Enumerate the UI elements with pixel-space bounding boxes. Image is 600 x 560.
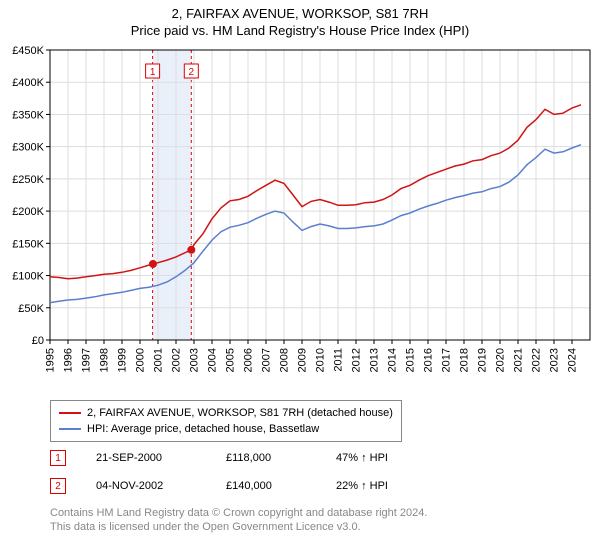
svg-text:£300K: £300K	[12, 142, 44, 154]
svg-text:£100K: £100K	[12, 271, 44, 283]
svg-text:2006: 2006	[242, 348, 254, 372]
svg-text:2009: 2009	[296, 348, 308, 372]
sale-row: 1 21-SEP-2000 £118,000 47% ↑ HPI	[50, 444, 416, 472]
sale-row: 2 04-NOV-2002 £140,000 22% ↑ HPI	[50, 472, 416, 500]
chart-area: £0 £50K £100K £150K £200K £250K £300K £350K £400…	[0, 45, 600, 395]
legend-label: HPI: Average price, detached house, Bass…	[87, 423, 319, 435]
svg-text:2007: 2007	[260, 348, 272, 372]
svg-text:2012: 2012	[350, 348, 362, 372]
chart-title-subtitle: Price paid vs. HM Land Registry's House …	[0, 23, 600, 38]
sale-pct-vs-hpi: 47% ↑ HPI	[336, 452, 416, 464]
svg-text:2014: 2014	[386, 348, 398, 372]
chart-title-address: 2, FAIRFAX AVENUE, WORKSOP, S81 7RH	[0, 6, 600, 21]
svg-text:£350K: £350K	[12, 109, 44, 121]
footer-line: Contains HM Land Registry data © Crown c…	[50, 506, 427, 520]
sale-date: 04-NOV-2002	[96, 480, 196, 492]
sale-price: £140,000	[226, 480, 306, 492]
svg-text:2010: 2010	[314, 348, 326, 372]
svg-text:£50K: £50K	[18, 303, 44, 315]
svg-text:£250K: £250K	[12, 174, 44, 186]
svg-text:2: 2	[189, 67, 195, 78]
svg-text:2022: 2022	[530, 348, 542, 372]
svg-text:2021: 2021	[512, 348, 524, 372]
legend-swatch-hpi	[59, 428, 81, 430]
attribution-footer: Contains HM Land Registry data © Crown c…	[50, 506, 427, 535]
sale-badge-icon: 2	[50, 478, 66, 494]
svg-text:2003: 2003	[188, 348, 200, 372]
svg-text:£150K: £150K	[12, 238, 44, 250]
svg-text:1996: 1996	[62, 348, 74, 372]
svg-text:1997: 1997	[80, 348, 92, 372]
svg-text:2000: 2000	[134, 348, 146, 372]
legend-label: 2, FAIRFAX AVENUE, WORKSOP, S81 7RH (det…	[87, 407, 393, 419]
line-chart-svg: £0 £50K £100K £150K £200K £250K £300K £350K £400…	[0, 45, 600, 395]
legend-item: HPI: Average price, detached house, Bass…	[59, 421, 393, 437]
sale-price: £118,000	[226, 452, 306, 464]
svg-text:£450K: £450K	[12, 45, 44, 57]
svg-text:2015: 2015	[404, 348, 416, 372]
svg-text:£0: £0	[32, 335, 44, 347]
svg-text:2016: 2016	[422, 348, 434, 372]
legend-swatch-primary	[59, 412, 81, 414]
svg-text:£200K: £200K	[12, 206, 44, 218]
svg-text:2019: 2019	[476, 348, 488, 372]
svg-text:2017: 2017	[440, 348, 452, 372]
svg-text:2013: 2013	[368, 348, 380, 372]
footer-line: This data is licensed under the Open Gov…	[50, 520, 427, 534]
legend-item: 2, FAIRFAX AVENUE, WORKSOP, S81 7RH (det…	[59, 405, 393, 421]
svg-text:2005: 2005	[224, 348, 236, 372]
svg-text:2023: 2023	[548, 348, 560, 372]
svg-text:1998: 1998	[98, 348, 110, 372]
sale-badge-icon: 1	[50, 450, 66, 466]
svg-text:2020: 2020	[494, 348, 506, 372]
svg-text:1995: 1995	[44, 348, 56, 372]
svg-text:2002: 2002	[170, 348, 182, 372]
svg-text:2004: 2004	[206, 348, 218, 372]
svg-text:2008: 2008	[278, 348, 290, 372]
svg-text:2011: 2011	[332, 348, 344, 372]
svg-text:2001: 2001	[152, 348, 164, 372]
svg-text:£400K: £400K	[12, 77, 44, 89]
sale-events: 1 21-SEP-2000 £118,000 47% ↑ HPI 2 04-NO…	[50, 444, 416, 500]
sale-date: 21-SEP-2000	[96, 452, 196, 464]
sale-pct-vs-hpi: 22% ↑ HPI	[336, 480, 416, 492]
legend-box: 2, FAIRFAX AVENUE, WORKSOP, S81 7RH (det…	[50, 400, 402, 442]
svg-text:2024: 2024	[566, 348, 578, 372]
svg-text:2018: 2018	[458, 348, 470, 372]
svg-text:1999: 1999	[116, 348, 128, 372]
svg-text:1: 1	[150, 67, 156, 78]
